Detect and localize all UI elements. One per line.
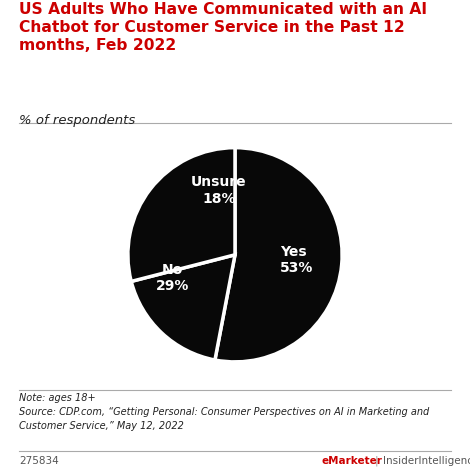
Text: Note: ages 18+
Source: CDP.com, “Getting Personal: Consumer Perspectives on AI i: Note: ages 18+ Source: CDP.com, “Getting…	[19, 393, 429, 430]
Text: US Adults Who Have Communicated with an AI
Chatbot for Customer Service in the P: US Adults Who Have Communicated with an …	[19, 2, 427, 54]
Text: Yes
53%: Yes 53%	[280, 245, 313, 275]
Text: % of respondents: % of respondents	[19, 114, 135, 127]
Wedge shape	[215, 148, 342, 362]
Text: InsiderIntelligence.com: InsiderIntelligence.com	[383, 456, 470, 466]
Text: |: |	[375, 456, 379, 466]
Text: eMarketer: eMarketer	[322, 456, 383, 466]
Text: No
29%: No 29%	[156, 263, 189, 293]
Text: 275834: 275834	[19, 456, 59, 466]
Text: Unsure
18%: Unsure 18%	[191, 175, 247, 206]
Wedge shape	[131, 255, 235, 360]
Wedge shape	[128, 148, 235, 282]
